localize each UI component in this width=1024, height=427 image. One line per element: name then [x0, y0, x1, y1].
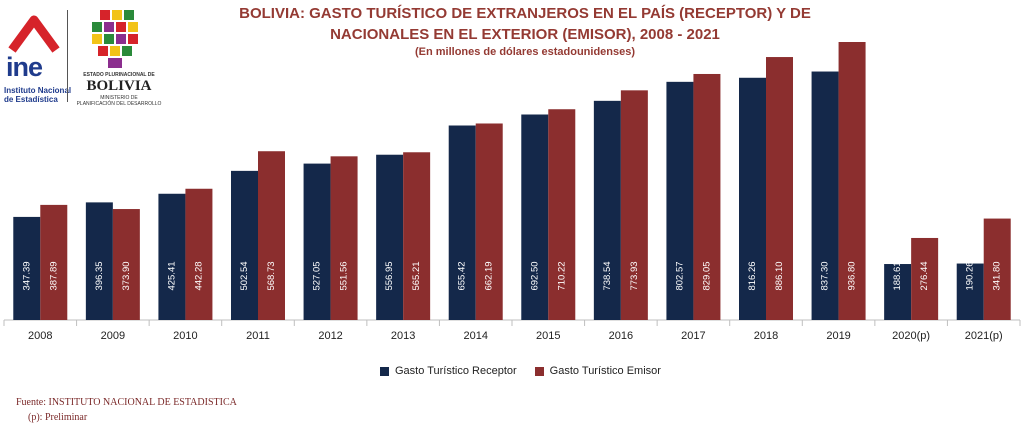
bar-value-label: 425.41 — [166, 261, 177, 290]
bar-value-label: 387.89 — [48, 261, 59, 290]
bar-value-label: 936.80 — [847, 261, 858, 290]
bar-value-label: 347.39 — [21, 261, 32, 290]
bar-receptor — [85, 202, 113, 320]
bar-value-label: 276.44 — [919, 261, 930, 290]
bar-emisor — [911, 237, 939, 320]
bar-value-label: 837.30 — [820, 261, 831, 290]
bar-value-label: 565.21 — [411, 261, 422, 290]
chart-title: BOLIVIA: GASTO TURÍSTICO DE EXTRANJEROS … — [230, 3, 820, 45]
bar-value-label: 556.95 — [384, 261, 395, 290]
x-tick-label: 2008 — [28, 330, 52, 342]
bar-emisor — [112, 209, 140, 320]
bar-receptor — [231, 170, 258, 320]
bar-emisor — [403, 152, 431, 320]
bar-emisor — [258, 151, 285, 320]
legend-item-emisor: Gasto Turístico Emisor — [534, 365, 661, 377]
x-tick-label: 2013 — [391, 330, 415, 342]
ine-logo — [8, 15, 60, 53]
chart-title-line-1: BOLIVIA: GASTO TURÍSTICO DE EXTRANJEROS … — [239, 5, 811, 22]
bar-receptor — [593, 100, 621, 320]
bolivia-logo-header: ESTADO PLURINACIONAL DE — [83, 72, 155, 78]
bar-value-label: 188.61 — [892, 261, 903, 290]
bar-value-label: 802.57 — [674, 261, 685, 290]
bar-value-label: 738.54 — [602, 261, 613, 290]
x-tick-label: 2015 — [536, 330, 560, 342]
bar-value-label: 816.26 — [747, 261, 758, 290]
legend-swatch-receptor — [380, 366, 389, 376]
x-tick-label: 2020(p) — [892, 330, 930, 342]
legend-label-emisor: Gasto Turístico Emisor — [549, 365, 661, 377]
bar-value-label: 886.10 — [774, 261, 785, 290]
bar-emisor — [620, 90, 648, 320]
bar-emisor — [838, 42, 866, 320]
bar-value-label: 551.56 — [339, 261, 350, 290]
bar-receptor — [303, 163, 331, 320]
bar-value-label: 568.73 — [266, 261, 277, 290]
preliminary-note: (p): Preliminar — [28, 412, 88, 423]
bar-value-label: 655.42 — [457, 261, 468, 290]
bar-value-label: 190.26 — [965, 261, 976, 290]
bar-receptor — [13, 216, 41, 320]
bar-emisor — [475, 123, 503, 320]
bar-value-label: 710.22 — [556, 261, 567, 290]
bar-value-label: 829.05 — [701, 261, 712, 290]
bolivia-logo-ministry: MINISTERIO DE PLANIFICACIÓN DEL DESARROL… — [76, 95, 162, 107]
bar-value-label: 396.35 — [94, 261, 105, 290]
bar-receptor — [884, 264, 912, 320]
bar-value-label: 527.05 — [312, 261, 323, 290]
bar-emisor — [766, 57, 793, 321]
x-tick-label: 2012 — [318, 330, 342, 342]
x-tick-label: 2014 — [463, 330, 487, 342]
x-tick-label: 2011 — [246, 330, 270, 342]
bar-value-label: 773.93 — [629, 261, 640, 290]
bar-receptor — [158, 193, 186, 320]
bar-emisor — [330, 156, 358, 320]
x-tick-label: 2018 — [754, 330, 778, 342]
bar-emisor — [40, 204, 68, 320]
bar-receptor — [521, 114, 549, 320]
x-tick-label: 2019 — [826, 330, 850, 342]
bar-value-label: 442.28 — [193, 261, 204, 290]
bar-value-label: 373.90 — [121, 261, 132, 290]
x-tick-label: 2017 — [681, 330, 705, 342]
bar-value-label: 341.80 — [992, 261, 1003, 290]
bar-value-label: 662.19 — [484, 261, 495, 290]
bar-value-label: 692.50 — [529, 261, 540, 290]
chart-legend: Gasto Turístico Receptor Gasto Turístico… — [380, 365, 661, 377]
x-tick-label: 2009 — [101, 330, 125, 342]
chart-subtitle: (En millones de dólares estadounidenses) — [414, 46, 636, 58]
bar-receptor — [739, 77, 766, 320]
bar-emisor — [185, 188, 213, 320]
logo-divider — [67, 10, 68, 102]
bar-value-label: 502.54 — [239, 261, 250, 290]
bar-receptor — [956, 263, 984, 320]
bar-emisor — [548, 109, 576, 320]
x-tick-label: 2010 — [173, 330, 197, 342]
ine-logo-text: ine — [6, 52, 43, 82]
bar-chart: 347.39 387.89 2008 396.35 373.90 2009 425.41 44… — [3, 42, 1021, 342]
legend-label-receptor: Gasto Turístico Receptor — [395, 365, 517, 377]
x-tick-label: 2021(p) — [965, 330, 1003, 342]
bar-receptor — [666, 81, 694, 321]
source-note: Fuente: INSTITUTO NACIONAL DE ESTADISTIC… — [16, 397, 237, 408]
legend-item-receptor: Gasto Turístico Receptor — [380, 365, 517, 377]
bar-receptor — [376, 154, 404, 320]
legend-swatch-emisor — [534, 366, 544, 376]
bolivia-logo-name: BOLIVIA — [86, 78, 152, 94]
bar-receptor — [448, 125, 476, 320]
bar-emisor — [983, 218, 1011, 320]
bar-emisor — [693, 73, 721, 320]
bolivia-emblem-logo — [92, 10, 138, 68]
x-tick-label: 2016 — [609, 330, 633, 342]
chart-title-line-2: NACIONALES EN EL EXTERIOR (EMISOR), 2008… — [330, 26, 720, 43]
ine-logo-subtitle: Instituto Nacional de Estadística — [4, 86, 72, 104]
bar-receptor — [811, 71, 839, 320]
